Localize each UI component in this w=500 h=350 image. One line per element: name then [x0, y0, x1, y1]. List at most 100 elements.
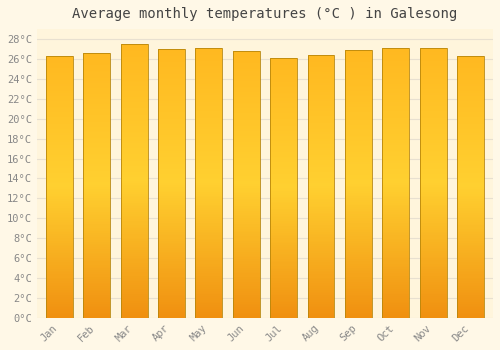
Bar	[345, 114, 372, 116]
Bar	[457, 103, 484, 105]
Bar	[46, 143, 72, 145]
Bar	[196, 152, 222, 154]
Bar	[158, 217, 185, 219]
Bar	[308, 69, 334, 71]
Bar	[196, 88, 222, 89]
Bar	[120, 268, 148, 271]
Bar	[270, 257, 297, 259]
Bar	[196, 187, 222, 188]
Bar	[270, 141, 297, 143]
Bar	[382, 266, 409, 267]
Bar	[308, 206, 334, 208]
Bar	[233, 282, 260, 284]
Bar	[382, 291, 409, 293]
Bar	[308, 271, 334, 272]
Bar	[46, 271, 72, 272]
Bar	[46, 210, 72, 211]
Bar	[120, 46, 148, 48]
Bar	[457, 220, 484, 222]
Bar	[457, 304, 484, 306]
Bar	[420, 313, 446, 314]
Bar	[382, 302, 409, 303]
Bar	[233, 76, 260, 78]
Bar	[158, 295, 185, 296]
Bar	[382, 59, 409, 61]
Bar	[457, 74, 484, 75]
Bar	[308, 299, 334, 300]
Bar	[46, 266, 72, 267]
Bar	[382, 196, 409, 197]
Bar	[345, 145, 372, 146]
Bar	[420, 303, 446, 305]
Bar	[308, 279, 334, 281]
Bar	[382, 145, 409, 147]
Bar	[158, 67, 185, 69]
Bar	[233, 266, 260, 268]
Bar	[196, 313, 222, 314]
Bar	[270, 150, 297, 152]
Bar	[83, 206, 110, 208]
Bar	[196, 133, 222, 134]
Bar	[158, 203, 185, 205]
Bar	[420, 275, 446, 276]
Bar	[158, 253, 185, 255]
Bar	[46, 246, 72, 248]
Bar	[345, 222, 372, 223]
Bar	[158, 151, 185, 153]
Bar	[382, 51, 409, 54]
Bar	[46, 279, 72, 281]
Bar	[196, 179, 222, 181]
Bar	[233, 314, 260, 316]
Bar	[120, 154, 148, 155]
Bar	[196, 269, 222, 271]
Bar	[345, 273, 372, 275]
Bar	[457, 134, 484, 136]
Bar	[83, 132, 110, 134]
Bar	[83, 205, 110, 206]
Bar	[382, 264, 409, 266]
Bar	[420, 55, 446, 57]
Bar	[382, 269, 409, 271]
Bar	[46, 105, 72, 107]
Bar	[270, 98, 297, 99]
Bar	[457, 129, 484, 131]
Bar	[345, 96, 372, 98]
Bar	[83, 313, 110, 314]
Bar	[270, 162, 297, 164]
Bar	[83, 90, 110, 92]
Bar	[233, 243, 260, 245]
Bar	[420, 276, 446, 278]
Bar	[83, 180, 110, 182]
Bar	[120, 152, 148, 154]
Bar	[420, 163, 446, 165]
Bar	[233, 309, 260, 311]
Bar	[120, 62, 148, 64]
Bar	[158, 148, 185, 149]
Bar	[345, 198, 372, 200]
Bar	[308, 258, 334, 260]
Bar	[196, 262, 222, 264]
Bar	[345, 300, 372, 302]
Bar	[120, 187, 148, 188]
Bar	[158, 259, 185, 260]
Bar	[382, 192, 409, 194]
Bar	[308, 220, 334, 222]
Bar	[420, 102, 446, 104]
Bar	[196, 201, 222, 203]
Bar	[120, 252, 148, 254]
Bar	[420, 233, 446, 235]
Bar	[308, 99, 334, 100]
Bar	[158, 144, 185, 146]
Bar	[457, 192, 484, 194]
Bar	[270, 287, 297, 288]
Bar	[270, 172, 297, 174]
Bar	[457, 154, 484, 155]
Bar	[270, 311, 297, 313]
Bar	[308, 144, 334, 146]
Bar	[158, 113, 185, 115]
Bar	[457, 210, 484, 211]
Bar	[457, 77, 484, 79]
Bar	[420, 57, 446, 59]
Bar	[308, 176, 334, 178]
Bar	[158, 54, 185, 56]
